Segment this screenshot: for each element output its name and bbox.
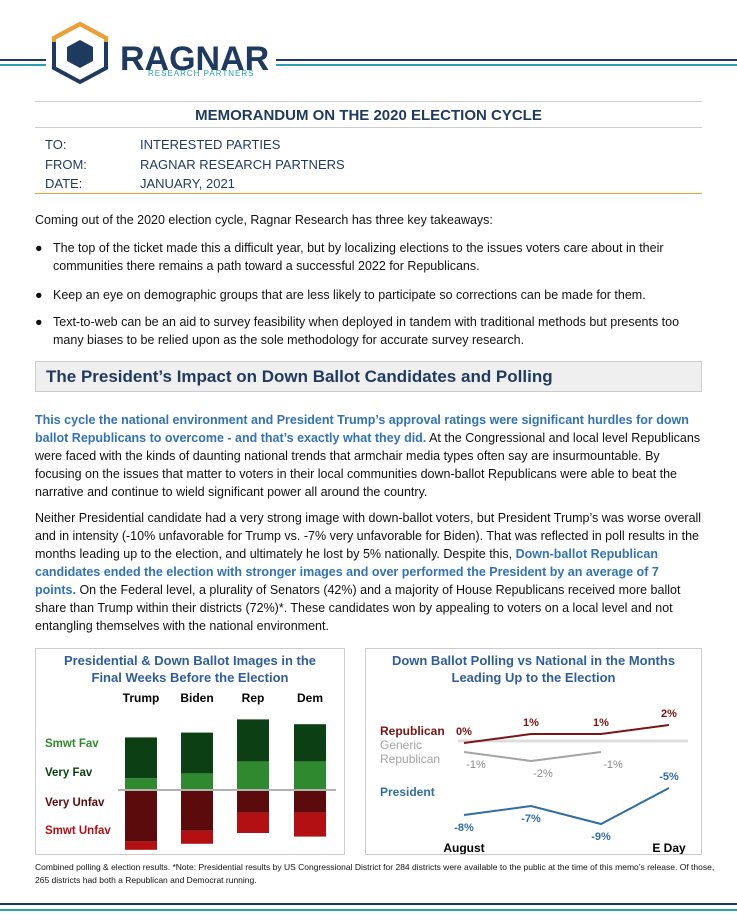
- value-label: -8%: [454, 822, 474, 834]
- bullet-dot: ●: [35, 241, 43, 255]
- field-label: DATE:: [45, 176, 83, 191]
- memo-title: MEMORANDUM ON THE 2020 ELECTION CYCLE: [35, 101, 702, 128]
- series-line: [463, 724, 670, 744]
- bar-segment: [181, 732, 213, 774]
- legend-label: Smwt Fav: [45, 738, 99, 750]
- value-label: 1%: [593, 717, 609, 729]
- bar-segment: [181, 791, 213, 831]
- bar-segment: [294, 812, 326, 837]
- legend-label: Smwt Unfav: [45, 825, 111, 837]
- value-label: -1%: [603, 759, 623, 771]
- highlight: This cycle the national environment and …: [35, 413, 689, 445]
- value-label: -1%: [466, 759, 486, 771]
- field-value: RAGNAR RESEARCH PARTNERS: [140, 156, 345, 172]
- bar-segment: [294, 724, 326, 762]
- chart: August E Day Republican 0% 1% 1% 2% Generic Repu…: [380, 708, 688, 854]
- highlight: Down-ballot Republican candidates ended …: [35, 547, 659, 597]
- section-title: The President’s Impact on Down Ballot Ca…: [35, 361, 702, 392]
- footer-lines: [0, 903, 737, 911]
- category-label: Dem: [297, 691, 323, 705]
- footnote: Combined polling & election results. *No…: [35, 862, 715, 885]
- field-label: FROM:: [45, 156, 87, 172]
- category-label: Rep: [242, 691, 265, 705]
- category-label: Biden: [180, 691, 213, 705]
- x-label: August: [443, 841, 484, 854]
- value-label: -2%: [533, 768, 553, 780]
- series-line: [463, 787, 670, 826]
- bullet-dot: ●: [35, 288, 43, 302]
- series-label: Generic Republican: [380, 738, 440, 766]
- bullet-list: ● The top of the ticket made this a diffi…: [35, 239, 702, 349]
- paragraph: This cycle the national environment and …: [35, 411, 702, 501]
- chart-card: Presidential & Down Ballot Images in the…: [35, 648, 345, 855]
- value-label: -7%: [521, 813, 541, 825]
- bullet: Keep an eye on demographic groups that a…: [53, 288, 646, 302]
- field-label: TO:: [45, 137, 67, 152]
- value-label: 0%: [456, 726, 472, 738]
- bar-segment: [237, 791, 269, 813]
- bar-segment: [294, 791, 326, 813]
- text: At the Congressional and local level Rep…: [35, 431, 701, 499]
- legend-label: Very Fav: [45, 767, 93, 779]
- letterhead: RAGNAR RESEARCH PARTNERS: [0, 21, 737, 85]
- chart-title: Presidential & Down Ballot Images in the…: [63, 653, 317, 685]
- field-value: JANUARY, 2021: [140, 176, 235, 191]
- logo-subtitle: RESEARCH PARTNERS: [148, 69, 255, 78]
- bar-segment: [125, 778, 157, 789]
- series-line: [463, 751, 602, 763]
- value-label: -5%: [659, 771, 679, 783]
- field-value: INTERESTED PARTIES: [140, 137, 281, 152]
- x-label: E Day: [652, 841, 686, 854]
- bullet-dot: ●: [35, 315, 43, 329]
- paragraph: Neither Presidential candidate had a ver…: [35, 509, 702, 635]
- bullet: The top of the ticket made this a diffic…: [53, 241, 664, 273]
- bar-segment: [294, 761, 326, 789]
- bar-segment: [125, 791, 157, 842]
- memo-fields: TO: INTERESTED PARTIES FROM: RAGNAR RESEAR…: [45, 135, 345, 194]
- text: Neither Presidential candidate had a ver…: [35, 511, 702, 561]
- bar-segment: [237, 812, 269, 833]
- value-label: -9%: [591, 831, 611, 843]
- series-label: Republican: [380, 724, 445, 738]
- chart-card: Down Ballot Polling vs National in the M…: [365, 648, 702, 855]
- chart-title: Down Ballot Polling vs National in the M…: [391, 653, 676, 685]
- value-label: 1%: [523, 717, 539, 729]
- bullet: Text-to-web can be an aid to survey feas…: [53, 315, 680, 347]
- bar-segment: [125, 841, 157, 850]
- value-label: 2%: [661, 708, 677, 720]
- logo: RAGNAR: [120, 40, 269, 78]
- legend-label: Very Unfav: [45, 797, 105, 809]
- bar-segment: [237, 761, 269, 789]
- category-label: Trump: [123, 691, 160, 705]
- bar-segment: [181, 830, 213, 844]
- bar-segment: [125, 737, 157, 779]
- divider: [35, 193, 702, 194]
- intro: Coming out of the 2020 election cycle, R…: [35, 213, 493, 227]
- bar-segment: [237, 719, 269, 762]
- series-label: President: [380, 785, 435, 799]
- bar-segment: [181, 773, 213, 789]
- text: On the Federal level, a plurality of Sen…: [35, 583, 681, 633]
- chart: Trump Biden Rep Dem Smwt Fav Very Fav Very Unf…: [45, 691, 336, 850]
